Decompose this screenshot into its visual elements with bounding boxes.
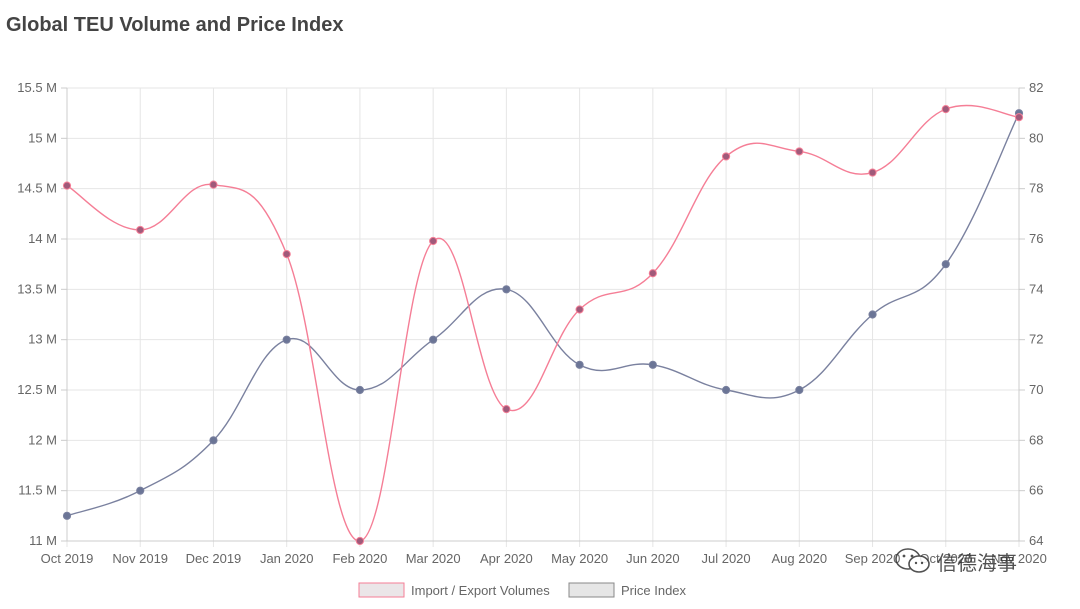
x-tick-label: Sep 2020 (845, 551, 901, 566)
y-left-tick-label: 14.5 M (17, 181, 57, 196)
x-tick-label: Jun 2020 (626, 551, 680, 566)
point-volumes (355, 536, 365, 546)
point-price-index (355, 385, 365, 395)
point-price-index (62, 511, 72, 520)
point-price-index (795, 385, 804, 395)
point-price-index (648, 360, 657, 369)
y-left-tick-label: 11.5 M (18, 483, 57, 498)
x-tick-label: Oct 2019 (41, 551, 94, 566)
y-left-tick-label: 12 M (28, 432, 57, 447)
legend-item-price-index[interactable]: Price Index (568, 582, 687, 598)
y-right-tick-label: 78 (1029, 181, 1043, 196)
x-tick-label: Feb 2020 (332, 551, 387, 566)
legend-swatch-price-index (568, 582, 615, 598)
x-tick-label: Jan 2020 (260, 551, 314, 566)
series-line-volumes (66, 104, 1020, 542)
y-right-tick-label: 70 (1029, 382, 1043, 397)
wechat-icon (895, 548, 930, 573)
y-right-tick-label: 80 (1029, 130, 1043, 145)
series-line-price-index (66, 112, 1020, 517)
y-left-tick-label: 12.5 M (17, 382, 57, 397)
x-tick-label: Apr 2020 (480, 551, 533, 566)
legend-item-volumes[interactable]: Import / Export Volumes (358, 582, 550, 598)
point-price-index (136, 486, 145, 495)
point-price-index (721, 385, 731, 395)
y-left-tick-label: 15.5 M (17, 80, 57, 95)
watermark: 信德海事 (893, 546, 1017, 576)
y-right-tick-label: 68 (1029, 432, 1043, 447)
point-volumes (721, 152, 731, 161)
y-right-tick-label: 64 (1029, 533, 1043, 548)
point-volumes (502, 405, 511, 414)
legend-label-price-index: Price Index (621, 583, 687, 598)
legend-swatch-volumes (358, 582, 405, 598)
point-volumes (136, 225, 145, 235)
point-volumes (868, 168, 877, 177)
point-price-index (868, 310, 877, 319)
point-volumes (1014, 113, 1024, 122)
point-volumes (941, 105, 950, 114)
point-price-index (282, 335, 291, 344)
y-right-tick-label: 82 (1029, 80, 1043, 95)
point-price-index (429, 335, 438, 344)
point-volumes (795, 147, 804, 156)
y-left-tick-label: 13 M (28, 332, 57, 347)
legend: Import / Export Volumes Price Index (358, 582, 687, 598)
point-price-index (941, 260, 950, 269)
point-volumes (429, 236, 438, 246)
y-left-tick-label: 14 M (28, 231, 57, 246)
x-tick-label: Mar 2020 (406, 551, 461, 566)
x-tick-label: Nov 2020 (991, 551, 1047, 566)
point-volumes (648, 269, 657, 278)
y-left-tick-label: 13.5 M (17, 281, 57, 296)
watermark-text: 信德海事 (937, 550, 1017, 575)
point-volumes (575, 305, 584, 314)
series-layer (62, 104, 1024, 546)
legend-label-volumes: Import / Export Volumes (411, 583, 550, 598)
point-price-index (502, 285, 511, 294)
point-volumes (209, 180, 218, 189)
point-volumes (62, 181, 72, 190)
y-right-tick-label: 72 (1029, 332, 1043, 347)
x-tick-label: Oct 2020 (919, 551, 972, 566)
point-price-index (209, 436, 218, 445)
y-left-tick-label: 15 M (28, 130, 57, 145)
x-tick-label: May 2020 (551, 551, 608, 566)
x-tick-label: Jul 2020 (701, 551, 750, 566)
axis-layer: 11 M 64 11.5 M 66 12 M 68 12.5 M 70 13 M 72 13.5 M… (17, 80, 1047, 566)
y-right-tick-label: 76 (1029, 231, 1043, 246)
x-tick-label: Aug 2020 (771, 551, 827, 566)
chart-title: Global TEU Volume and Price Index (6, 14, 344, 36)
y-left-tick-label: 11 M (29, 533, 57, 548)
x-tick-label: Dec 2019 (186, 551, 242, 566)
y-right-tick-label: 74 (1029, 281, 1043, 296)
x-tick-label: Nov 2019 (112, 551, 168, 566)
point-price-index (575, 360, 584, 369)
grid-layer (66, 87, 1020, 547)
point-volumes (282, 250, 291, 259)
y-right-tick-label: 66 (1029, 483, 1043, 498)
